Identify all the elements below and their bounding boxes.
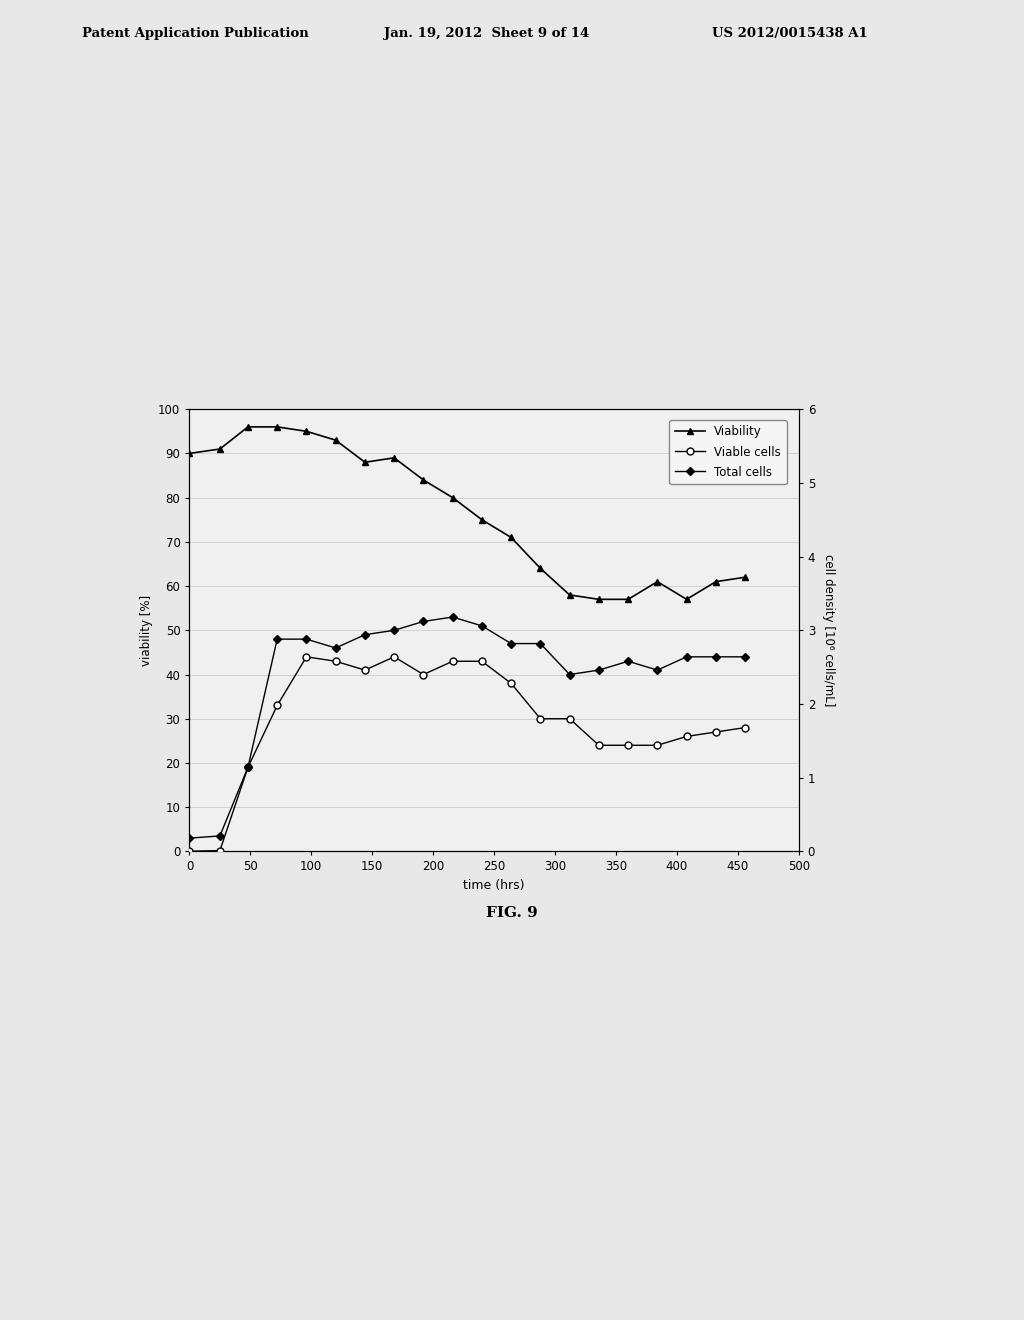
Text: Patent Application Publication: Patent Application Publication (82, 26, 308, 40)
Total cells (388, 623, 400, 639)
Viability (476, 512, 488, 528)
Viability (388, 450, 400, 466)
Viable cells (446, 653, 459, 669)
Viable cells (681, 729, 693, 744)
Viable cells (739, 719, 752, 735)
Total cells (593, 663, 605, 678)
Legend: Viability, Viable cells, Total cells: Viability, Viable cells, Total cells (670, 420, 786, 484)
Viability (330, 432, 342, 447)
Total cells (446, 609, 459, 624)
Viable cells (476, 653, 488, 669)
X-axis label: time (hrs): time (hrs) (463, 879, 525, 892)
Total cells (214, 828, 226, 843)
Total cells (271, 631, 284, 647)
Total cells (505, 636, 517, 652)
Viability (417, 473, 429, 488)
Viable cells (242, 759, 254, 775)
Viability (214, 441, 226, 457)
Total cells (358, 627, 371, 643)
Viable cells (417, 667, 429, 682)
Total cells (739, 649, 752, 665)
Total cells (330, 640, 342, 656)
Total cells (681, 649, 693, 665)
Text: FIG. 9: FIG. 9 (486, 907, 538, 920)
Viable cells (710, 725, 722, 741)
Viability (242, 418, 254, 434)
Total cells (563, 667, 575, 682)
Viability (622, 591, 634, 607)
Y-axis label: cell density [10⁶ cells/mL]: cell density [10⁶ cells/mL] (821, 554, 835, 706)
Viability (300, 424, 312, 440)
Viable cells (593, 738, 605, 754)
Total cells (476, 618, 488, 634)
Total cells (300, 631, 312, 647)
Viable cells (271, 697, 284, 713)
Y-axis label: viability [%]: viability [%] (139, 595, 153, 665)
Line: Total cells: Total cells (186, 614, 748, 841)
Viable cells (214, 842, 226, 858)
Viability (739, 569, 752, 585)
Viable cells (330, 653, 342, 669)
Text: Jan. 19, 2012  Sheet 9 of 14: Jan. 19, 2012 Sheet 9 of 14 (384, 26, 589, 40)
Viable cells (535, 710, 547, 726)
Viability (535, 561, 547, 577)
Viable cells (300, 649, 312, 665)
Viable cells (563, 710, 575, 726)
Total cells (242, 759, 254, 775)
Viability (446, 490, 459, 506)
Total cells (535, 636, 547, 652)
Line: Viability: Viability (186, 424, 749, 603)
Line: Viable cells: Viable cells (186, 653, 749, 854)
Viability (563, 587, 575, 603)
Viability (651, 574, 664, 590)
Text: US 2012/0015438 A1: US 2012/0015438 A1 (712, 26, 867, 40)
Viability (505, 529, 517, 545)
Viability (593, 591, 605, 607)
Total cells (710, 649, 722, 665)
Viability (271, 418, 284, 434)
Viable cells (622, 738, 634, 754)
Viability (681, 591, 693, 607)
Viability (183, 446, 196, 462)
Total cells (622, 653, 634, 669)
Viable cells (183, 843, 196, 859)
Total cells (417, 614, 429, 630)
Total cells (183, 830, 196, 846)
Viability (358, 454, 371, 470)
Viable cells (651, 738, 664, 754)
Viability (710, 574, 722, 590)
Viable cells (388, 649, 400, 665)
Total cells (651, 663, 664, 678)
Viable cells (505, 676, 517, 692)
Viable cells (358, 663, 371, 678)
